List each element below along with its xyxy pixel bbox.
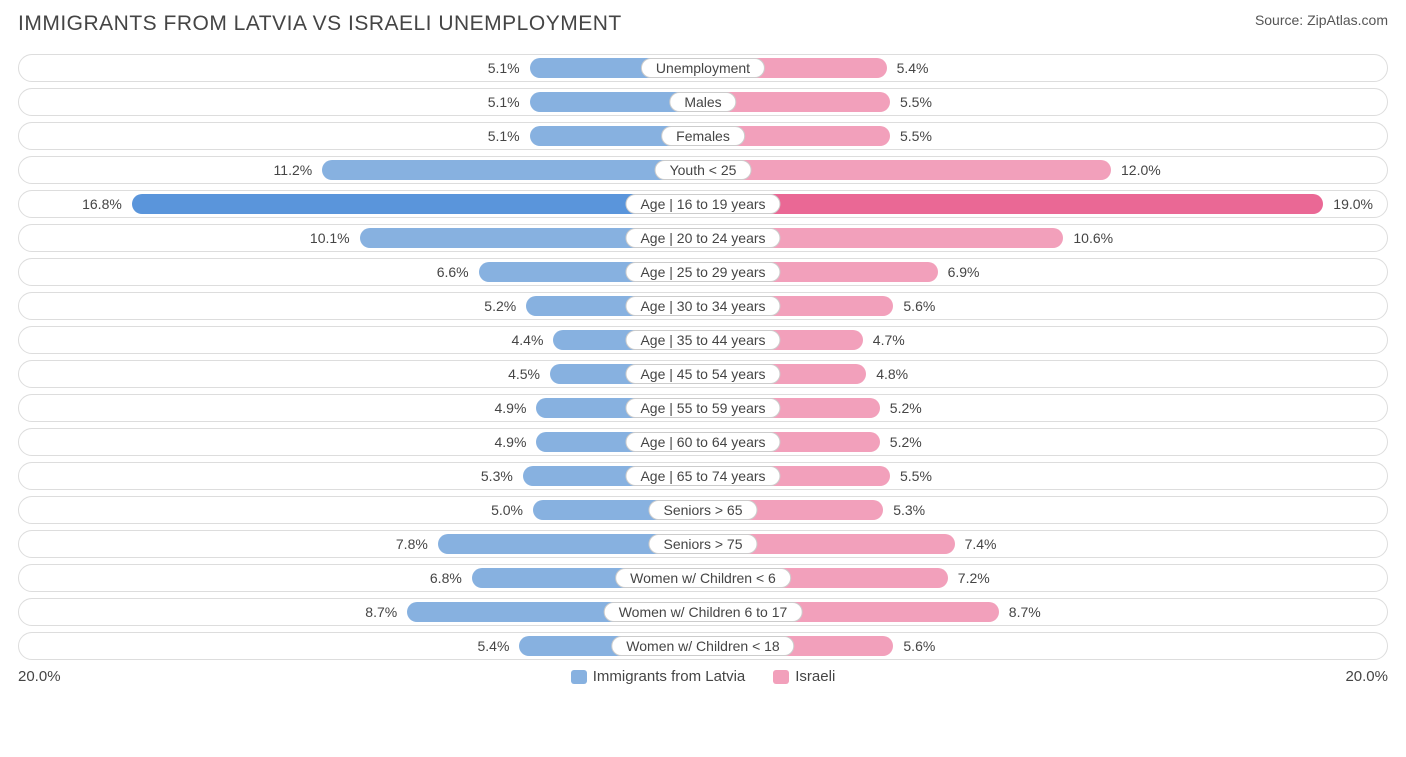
bar-left <box>322 160 703 180</box>
chart-row: 5.2% 5.6% Age | 30 to 34 years <box>18 292 1388 320</box>
category-label: Age | 35 to 44 years <box>625 330 780 350</box>
chart-row: 4.9% 5.2% Age | 55 to 59 years <box>18 394 1388 422</box>
chart-row: 5.3% 5.5% Age | 65 to 74 years <box>18 462 1388 490</box>
legend-label-left: Immigrants from Latvia <box>593 668 746 685</box>
category-label: Women w/ Children < 6 <box>615 568 791 588</box>
value-right: 8.7% <box>999 604 1051 620</box>
value-right: 5.5% <box>890 128 942 144</box>
chart-row: 7.8% 7.4% Seniors > 75 <box>18 530 1388 558</box>
category-label: Age | 25 to 29 years <box>625 262 780 282</box>
category-label: Unemployment <box>641 58 765 78</box>
category-label: Males <box>669 92 736 112</box>
bar-left <box>132 194 703 214</box>
chart-row: 16.8% 19.0% Age | 16 to 19 years <box>18 190 1388 218</box>
category-label: Youth < 25 <box>655 160 752 180</box>
chart-row: 10.1% 10.6% Age | 20 to 24 years <box>18 224 1388 252</box>
value-right: 5.6% <box>893 298 945 314</box>
value-right: 5.5% <box>890 94 942 110</box>
value-right: 5.6% <box>893 638 945 654</box>
value-right: 12.0% <box>1111 162 1171 178</box>
axis-max-right: 20.0% <box>1345 668 1388 685</box>
chart-row: 4.9% 5.2% Age | 60 to 64 years <box>18 428 1388 456</box>
legend-swatch-left <box>571 670 587 684</box>
value-left: 8.7% <box>355 604 407 620</box>
category-label: Age | 60 to 64 years <box>625 432 780 452</box>
chart-row: 4.5% 4.8% Age | 45 to 54 years <box>18 360 1388 388</box>
value-right: 10.6% <box>1063 230 1123 246</box>
category-label: Women w/ Children 6 to 17 <box>604 602 803 622</box>
legend-label-right: Israeli <box>795 668 835 685</box>
chart-row: 5.1% 5.5% Females <box>18 122 1388 150</box>
value-right: 4.7% <box>863 332 915 348</box>
value-left: 11.2% <box>264 162 323 178</box>
value-left: 4.4% <box>501 332 553 348</box>
value-left: 7.8% <box>386 536 438 552</box>
source-name: ZipAtlas.com <box>1307 12 1388 28</box>
value-right: 7.2% <box>948 570 1000 586</box>
value-right: 6.9% <box>938 264 990 280</box>
category-label: Women w/ Children < 18 <box>611 636 794 656</box>
value-right: 5.2% <box>880 434 932 450</box>
value-right: 4.8% <box>866 366 918 382</box>
value-right: 5.2% <box>880 400 932 416</box>
category-label: Females <box>661 126 745 146</box>
value-left: 5.4% <box>467 638 519 654</box>
legend: Immigrants from Latvia Israeli <box>571 668 836 685</box>
chart-row: 6.8% 7.2% Women w/ Children < 6 <box>18 564 1388 592</box>
chart-title: IMMIGRANTS FROM LATVIA VS ISRAELI UNEMPL… <box>18 12 622 36</box>
chart-footer: 20.0% Immigrants from Latvia Israeli 20.… <box>18 668 1388 685</box>
chart-row: 5.1% 5.5% Males <box>18 88 1388 116</box>
chart-row: 11.2% 12.0% Youth < 25 <box>18 156 1388 184</box>
value-left: 5.2% <box>474 298 526 314</box>
source-label: Source: <box>1255 12 1307 28</box>
value-right: 7.4% <box>955 536 1007 552</box>
legend-item-left: Immigrants from Latvia <box>571 668 746 685</box>
bar-right <box>703 160 1111 180</box>
legend-item-right: Israeli <box>773 668 835 685</box>
chart-row: 6.6% 6.9% Age | 25 to 29 years <box>18 258 1388 286</box>
chart-row: 5.1% 5.4% Unemployment <box>18 54 1388 82</box>
value-right: 5.5% <box>890 468 942 484</box>
value-left: 5.0% <box>481 502 533 518</box>
value-left: 10.1% <box>300 230 360 246</box>
category-label: Age | 16 to 19 years <box>625 194 780 214</box>
legend-swatch-right <box>773 670 789 684</box>
value-left: 16.8% <box>72 196 132 212</box>
value-left: 5.1% <box>478 60 530 76</box>
chart-row: 5.0% 5.3% Seniors > 65 <box>18 496 1388 524</box>
chart-source: Source: ZipAtlas.com <box>1255 12 1388 28</box>
chart-row: 8.7% 8.7% Women w/ Children 6 to 17 <box>18 598 1388 626</box>
chart-row: 4.4% 4.7% Age | 35 to 44 years <box>18 326 1388 354</box>
value-left: 4.9% <box>484 434 536 450</box>
value-left: 5.1% <box>478 94 530 110</box>
diverging-bar-chart: 5.1% 5.4% Unemployment 5.1% 5.5% Males 5.1% 5.5… <box>18 54 1388 660</box>
value-right: 5.4% <box>887 60 939 76</box>
bar-right <box>703 194 1323 214</box>
chart-row: 5.4% 5.6% Women w/ Children < 18 <box>18 632 1388 660</box>
category-label: Age | 30 to 34 years <box>625 296 780 316</box>
value-left: 5.3% <box>471 468 523 484</box>
value-left: 4.9% <box>484 400 536 416</box>
category-label: Age | 65 to 74 years <box>625 466 780 486</box>
axis-max-left: 20.0% <box>18 668 61 685</box>
category-label: Age | 45 to 54 years <box>625 364 780 384</box>
value-left: 5.1% <box>478 128 530 144</box>
category-label: Seniors > 75 <box>649 534 758 554</box>
value-right: 19.0% <box>1323 196 1383 212</box>
chart-header: IMMIGRANTS FROM LATVIA VS ISRAELI UNEMPL… <box>18 12 1388 36</box>
value-left: 6.8% <box>420 570 472 586</box>
value-left: 4.5% <box>498 366 550 382</box>
value-left: 6.6% <box>427 264 479 280</box>
category-label: Age | 20 to 24 years <box>625 228 780 248</box>
category-label: Seniors > 65 <box>649 500 758 520</box>
category-label: Age | 55 to 59 years <box>625 398 780 418</box>
value-right: 5.3% <box>883 502 935 518</box>
